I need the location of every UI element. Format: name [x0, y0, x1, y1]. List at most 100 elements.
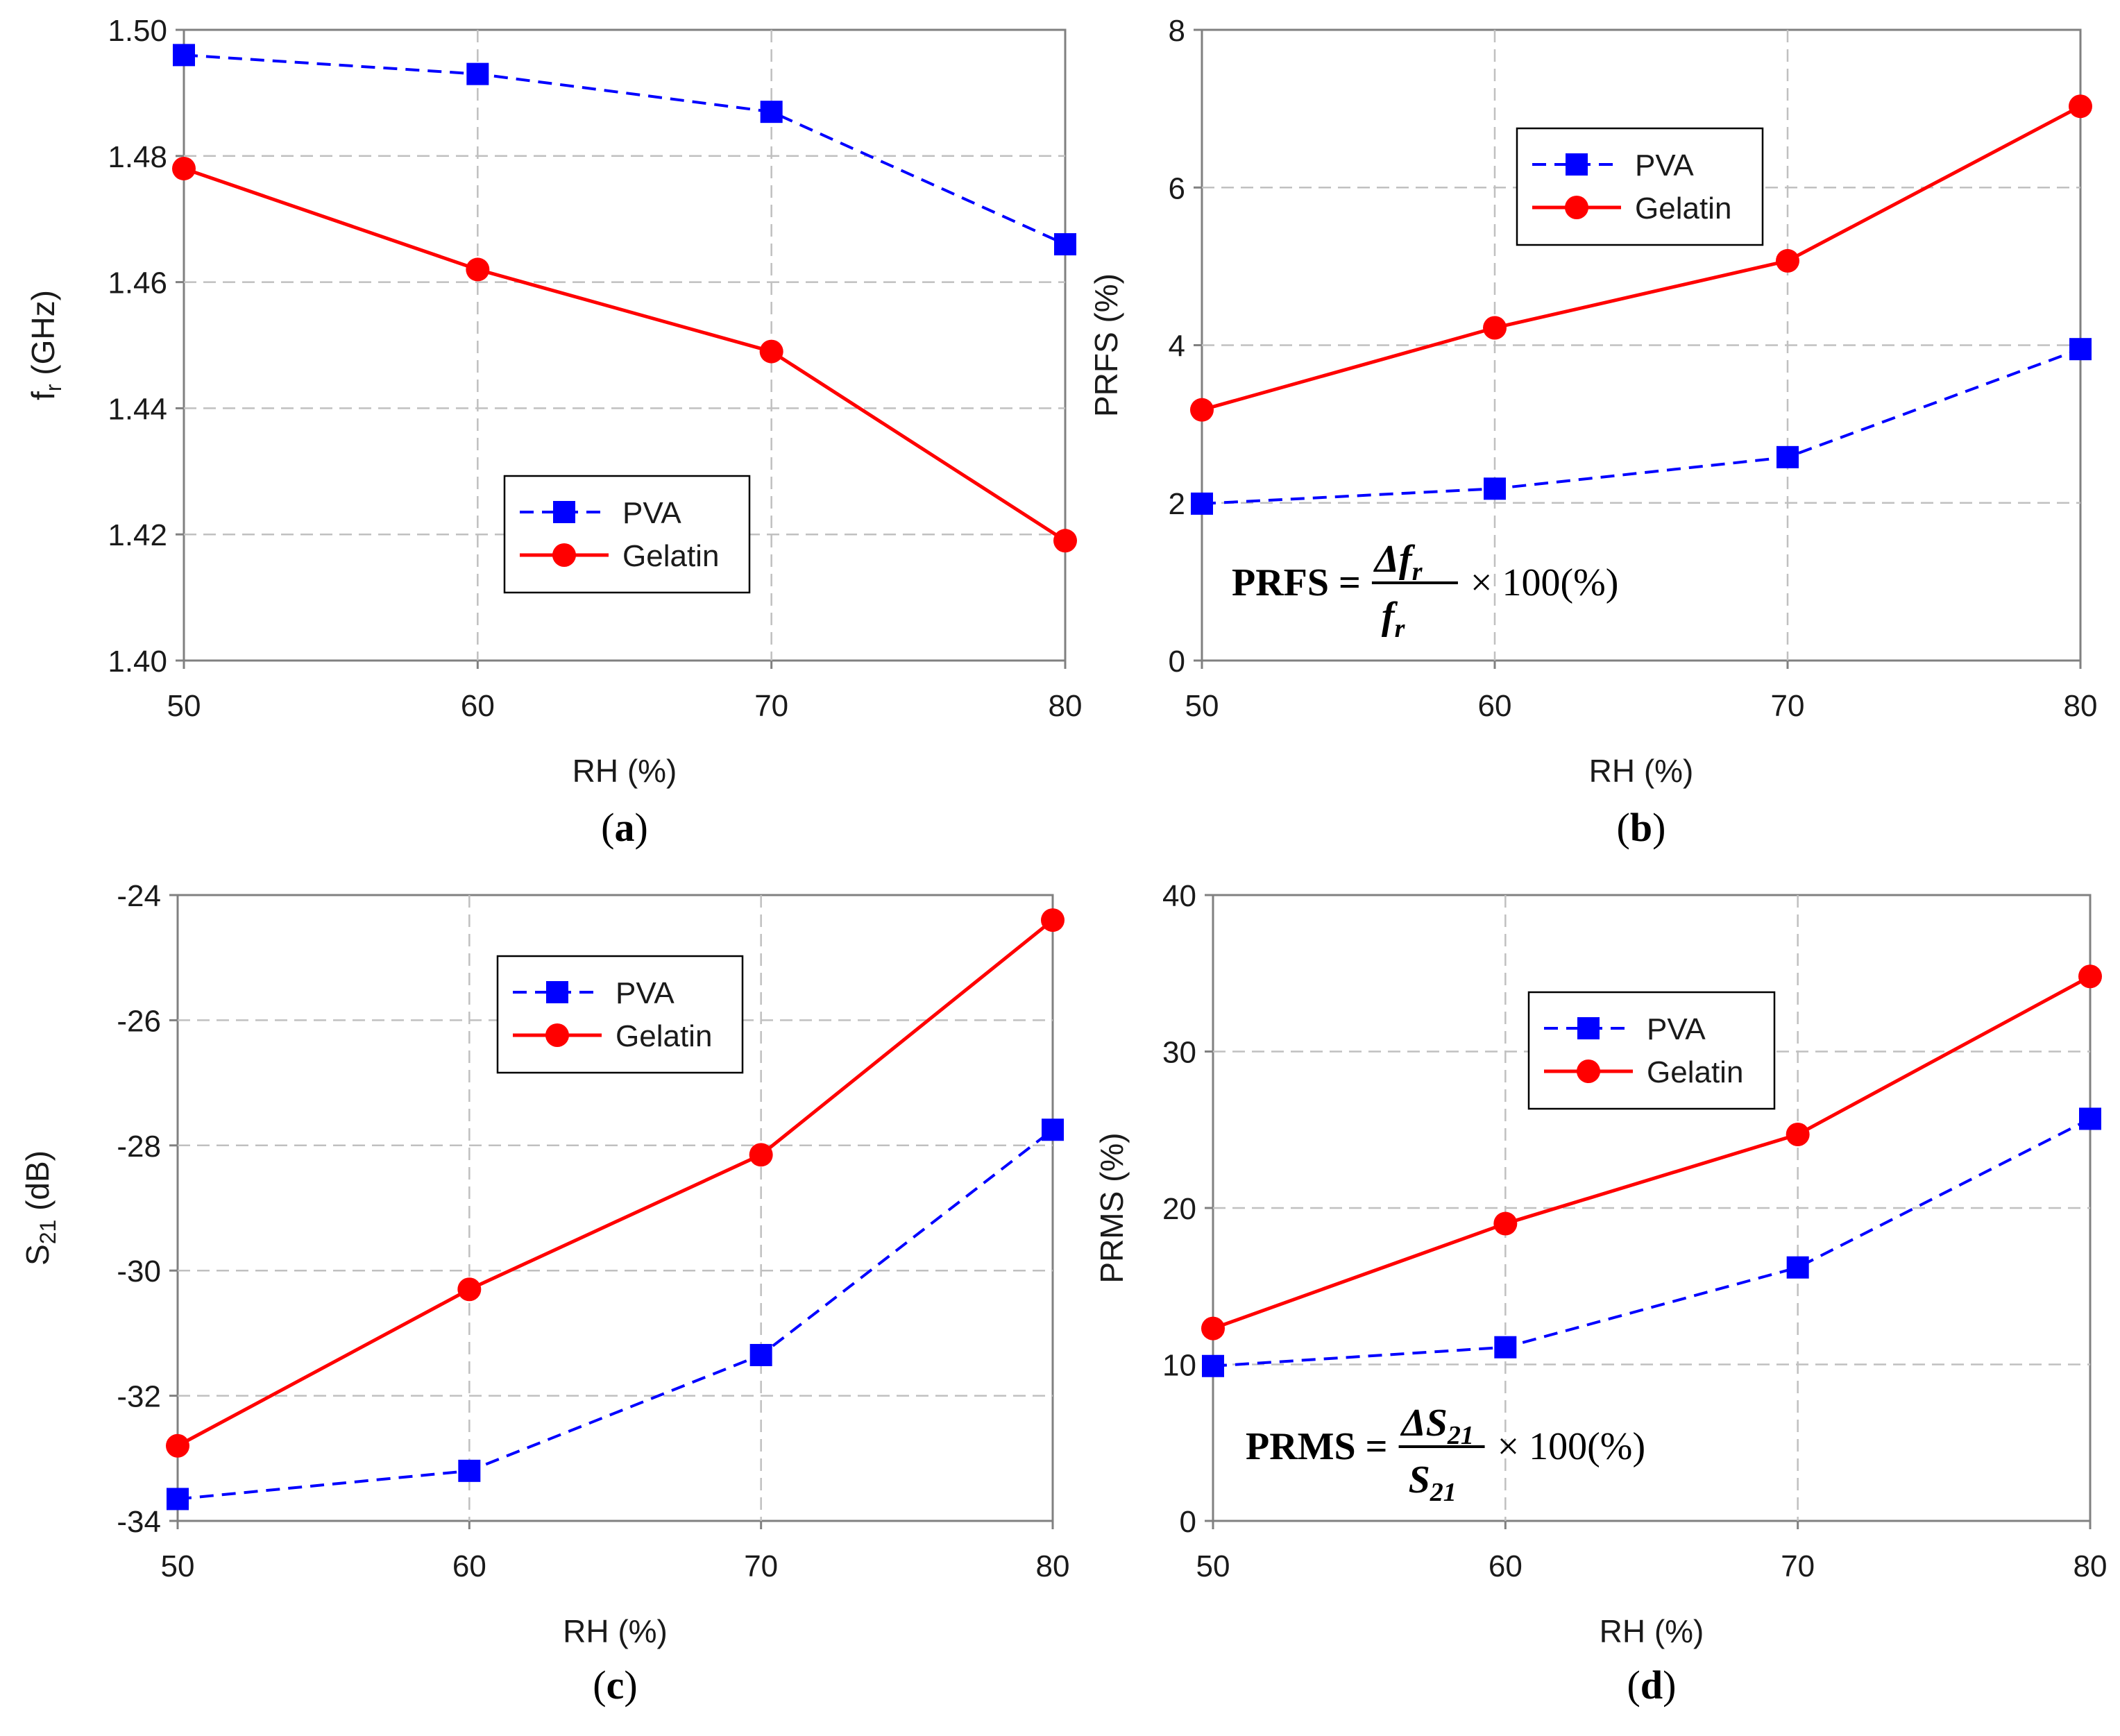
legend-label-gelatin: Gelatin	[622, 539, 719, 573]
chart-panel-b: 0 2 4 6 8 50 60 70 80 RH (%) PRFS (%) PVA Gelatin PRF…	[1088, 14, 2097, 850]
formula-lhs: PRMS =	[1246, 1425, 1388, 1468]
x-tick-label: 80	[1049, 689, 1083, 723]
data-point-pva	[466, 62, 489, 85]
y-tick-label: 1.40	[108, 645, 167, 679]
y-tick-label: 0	[1180, 1505, 1196, 1539]
y-tick-label: 30	[1162, 1036, 1196, 1070]
panel-label: (a)	[601, 805, 648, 850]
panel-label: (d)	[1627, 1662, 1677, 1708]
panel-label: (c)	[593, 1662, 637, 1708]
data-point-gelatin	[1053, 529, 1077, 553]
data-point-pva	[458, 1459, 481, 1482]
x-tick-label: 60	[452, 1549, 486, 1583]
data-point-gelatin	[172, 156, 196, 180]
data-point-gelatin	[457, 1277, 482, 1302]
data-point-pva	[1191, 492, 1213, 515]
formula-denominator: S21	[1409, 1458, 1457, 1507]
y-axis-label: PRMS (%)	[1094, 1132, 1130, 1283]
data-point-gelatin	[1190, 398, 1214, 422]
x-tick-label: 70	[1771, 689, 1805, 723]
y-tick-label: -24	[117, 879, 161, 913]
legend-marker-gelatin	[545, 1023, 569, 1047]
y-tick-label: 2	[1169, 487, 1185, 521]
data-point-pva	[1786, 1256, 1809, 1279]
chart-panel-a: 1.40 1.42 1.44 1.46 1.48 1.50 50 60 70 80 RH (%) fr…	[25, 14, 1082, 850]
y-tick-label: 1.42	[108, 518, 167, 552]
series-line-gelatin	[176, 919, 1054, 1447]
x-tick-label: 50	[1185, 689, 1219, 723]
series-line-pva	[1212, 1117, 2091, 1368]
data-point-gelatin	[466, 257, 490, 282]
y-tick-label: 8	[1169, 14, 1185, 48]
y-tick-label: -32	[117, 1380, 161, 1414]
y-axis-label: fr (GHz)	[25, 290, 66, 400]
data-point-pva	[1484, 477, 1506, 500]
y-tick-label: 6	[1169, 171, 1185, 205]
x-tick-label: 80	[2074, 1549, 2108, 1583]
y-tick-label: 1.50	[108, 14, 167, 48]
panel-label: (b)	[1617, 805, 1666, 850]
formula-tail: × 100(%)	[1498, 1425, 1646, 1468]
data-point-pva	[2069, 338, 2092, 361]
data-point-pva	[1042, 1118, 1064, 1141]
legend: PVA Gelatin	[503, 475, 751, 594]
series-line-pva	[177, 1128, 1054, 1501]
y-axis-label: PRFS (%)	[1088, 273, 1124, 417]
chart-panel-c: -34 -32 -30 -28 -26 -24 50 60 70 80 RH (%) S21 (dB)…	[19, 879, 1069, 1708]
legend-marker-gelatin	[1565, 196, 1588, 219]
y-tick-label: 40	[1162, 879, 1196, 913]
data-point-gelatin	[166, 1433, 189, 1458]
legend-label-gelatin: Gelatin	[1635, 192, 1731, 225]
data-point-pva	[1494, 1336, 1517, 1359]
series-line-gelatin	[183, 167, 1067, 543]
series-line-gelatin	[1212, 975, 2092, 1330]
series-line-pva	[1201, 348, 2081, 505]
y-tick-label: 4	[1169, 330, 1185, 364]
data-point-gelatin	[2069, 94, 2092, 119]
x-tick-label: 60	[461, 689, 495, 723]
data-point-gelatin	[759, 339, 783, 364]
legend-label-gelatin: Gelatin	[616, 1019, 712, 1053]
x-tick-label: 80	[2064, 689, 2098, 723]
x-tick-label: 70	[1781, 1549, 1815, 1583]
legend-marker-gelatin	[552, 543, 576, 567]
x-tick-label: 80	[1036, 1549, 1070, 1583]
legend-marker-pva	[1577, 1017, 1600, 1039]
legend-label-gelatin: Gelatin	[1647, 1055, 1743, 1089]
legend: PVA Gelatin	[1527, 991, 1776, 1110]
y-tick-label: -30	[117, 1254, 161, 1288]
legend-label-pva: PVA	[622, 496, 681, 530]
legend-marker-gelatin	[1577, 1060, 1600, 1083]
data-point-pva	[2079, 1107, 2101, 1130]
x-tick-label: 70	[744, 1549, 778, 1583]
y-tick-label: 10	[1162, 1349, 1196, 1383]
legend-marker-pva	[546, 981, 568, 1003]
y-tick-label: 1.48	[108, 140, 167, 174]
formula-numerator: Δfr	[1373, 538, 1423, 586]
data-point-gelatin	[1483, 316, 1507, 340]
legend-label-pva: PVA	[1635, 148, 1694, 182]
data-point-gelatin	[1041, 908, 1065, 933]
x-axis-label: RH (%)	[563, 1613, 668, 1649]
x-tick-label: 50	[1196, 1549, 1230, 1583]
data-point-gelatin	[1786, 1123, 1810, 1147]
legend-box	[1527, 991, 1776, 1110]
legend: PVA Gelatin	[496, 955, 744, 1074]
legend-label-pva: PVA	[1647, 1012, 1706, 1046]
y-tick-label: 1.44	[108, 392, 167, 426]
data-point-pva	[1776, 445, 1799, 468]
chart-panel-d: 0 10 20 30 40 50 60 70 80 RH (%) PRMS (%) PVA Gelati…	[1094, 879, 2107, 1708]
data-point-pva	[749, 1343, 772, 1366]
x-tick-label: 60	[1489, 1549, 1523, 1583]
x-axis-label: RH (%)	[1589, 753, 1694, 789]
data-point-pva	[1054, 233, 1076, 256]
legend-marker-pva	[1566, 153, 1588, 176]
data-point-pva	[1202, 1354, 1224, 1377]
x-tick-label: 60	[1478, 689, 1512, 723]
legend-box	[496, 955, 744, 1074]
y-tick-label: 0	[1169, 645, 1185, 679]
data-point-pva	[760, 101, 783, 124]
